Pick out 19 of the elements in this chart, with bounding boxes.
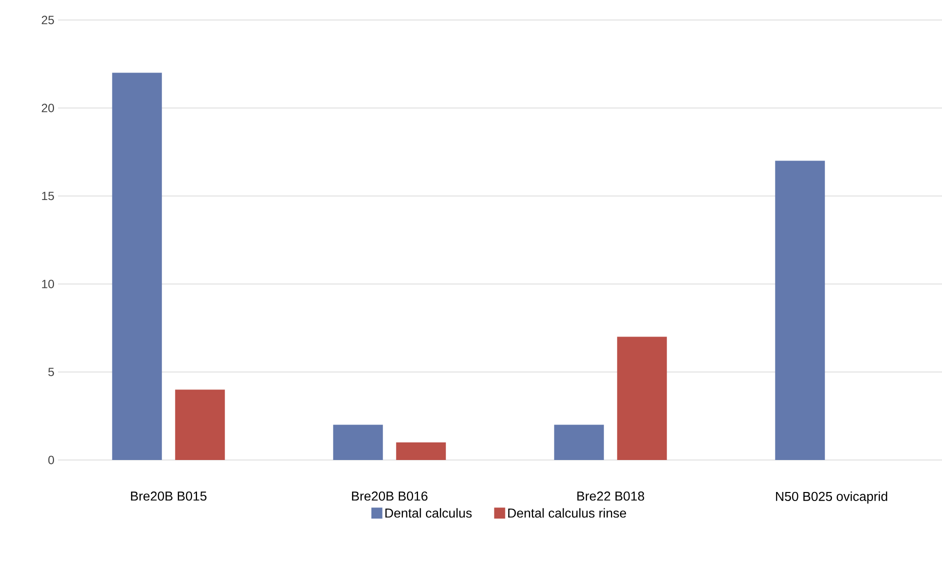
y-tick-label: 5: [48, 368, 54, 376]
bar: [775, 160, 825, 460]
y-tick-label: 15: [42, 192, 54, 200]
bar: [396, 442, 446, 460]
bar: [554, 424, 604, 460]
bar: [333, 424, 383, 460]
bar: [112, 72, 162, 460]
y-tick-label: 0: [48, 456, 54, 464]
legend-label: Dental calculus rinse: [508, 508, 626, 518]
y-tick-label: 25: [42, 16, 54, 24]
bar: [617, 336, 667, 460]
y-tick-label: 20: [42, 104, 54, 112]
y-tick-label: 10: [42, 280, 54, 288]
x-tick-label: Bre20B B015: [131, 492, 206, 501]
legend-label: Dental calculus: [385, 508, 472, 518]
x-tick-label: N50 B025 ovicaprid: [776, 492, 888, 504]
x-tick-label: Bre20B B016: [352, 492, 428, 501]
bar: [175, 390, 225, 460]
x-tick-label: Bre22 B018: [577, 492, 644, 501]
